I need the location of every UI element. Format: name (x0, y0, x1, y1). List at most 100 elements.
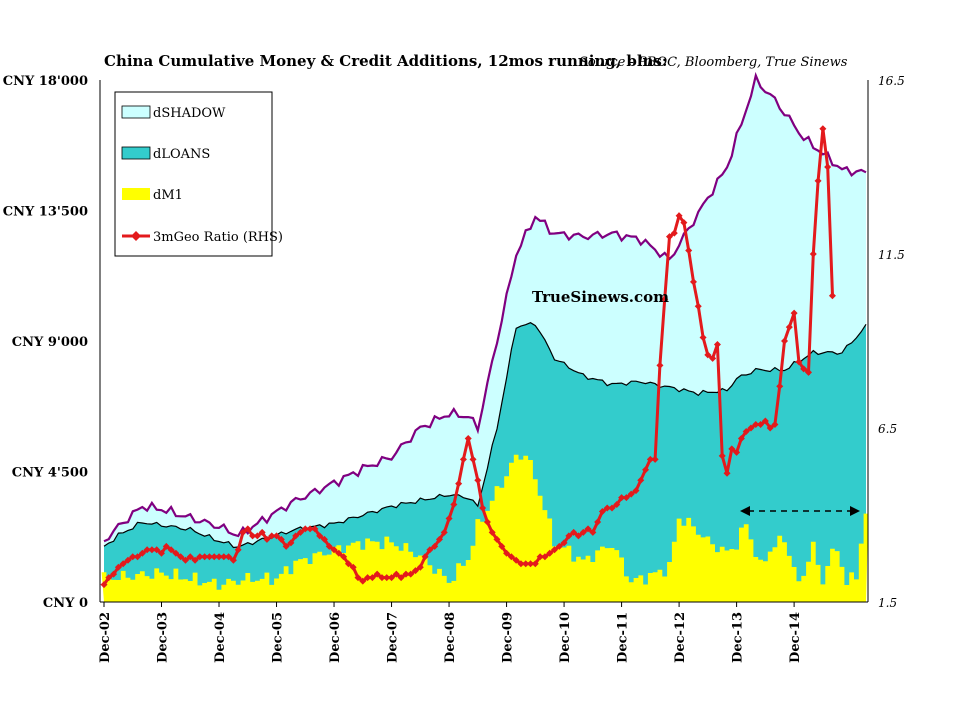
ratio-point (474, 476, 482, 484)
ratio-point (239, 528, 247, 536)
ratio-point (560, 539, 568, 547)
plot-area (101, 71, 869, 602)
ratio-point (330, 546, 338, 554)
ratio-point (608, 504, 616, 512)
ratio-point (191, 556, 199, 564)
ratio-point (661, 295, 669, 303)
ratio-point (378, 574, 386, 582)
ratio-point (570, 528, 578, 536)
ratio-point (258, 528, 266, 536)
x-tick-label: Dec-02 (98, 612, 113, 663)
ratio-point (225, 553, 233, 561)
ratio-point (488, 528, 496, 536)
ratio-point (234, 546, 242, 554)
ratio-point (359, 577, 367, 585)
ratio-point (589, 528, 597, 536)
ratio-point (752, 421, 760, 429)
ratio-point (373, 570, 381, 578)
legend: dSHADOW dLOANS dM1 3mGeo Ratio (RHS) (114, 91, 283, 257)
right-tick-label: 6.5 (878, 422, 897, 436)
ratio-point (340, 553, 348, 561)
ratio-point (119, 560, 127, 568)
ratio-markers (100, 125, 836, 589)
line-dloans-edge (103, 322, 867, 549)
ratio-point (407, 570, 415, 578)
x-tick-label: Dec-10 (558, 612, 573, 663)
legend-label-dm1: dM1 (153, 188, 183, 203)
ratio-point (273, 532, 281, 540)
legend-swatch-dshadow (121, 105, 151, 119)
ratio-point (503, 549, 511, 557)
x-tick-label: Dec-07 (386, 612, 401, 663)
ratio-point (244, 525, 252, 533)
legend-item-dloans: dLOANS (121, 146, 210, 162)
ratio-point (215, 553, 223, 561)
ratio-point (177, 553, 185, 561)
x-axis-ticks: Dec-02 Dec-03 Dec-04 Dec-05 Dec-06 Dec-07 Dec-… (98, 602, 803, 663)
ratio-point (718, 452, 726, 460)
watermark-text: TrueSinews.com (532, 288, 669, 306)
ratio-point (440, 528, 448, 536)
ratio-point (301, 525, 309, 533)
right-tick-label: 1.5 (878, 596, 897, 610)
ratio-point (364, 574, 372, 582)
ratio-point (613, 501, 621, 509)
ratio-point (757, 421, 765, 429)
legend-label-dloans: dLOANS (153, 147, 210, 162)
ratio-point (656, 361, 664, 369)
ratio-point (148, 546, 156, 554)
x-tick-label: Dec-08 (443, 612, 458, 663)
ratio-point (522, 560, 530, 568)
ratio-point (527, 560, 535, 568)
ratio-point (138, 549, 146, 557)
ratio-point (421, 553, 429, 561)
ratio-point (685, 247, 693, 255)
x-tick-label: Dec-14 (788, 612, 803, 663)
ratio-point (651, 455, 659, 463)
ratio-point (431, 542, 439, 550)
ratio-point (603, 504, 611, 512)
x-tick-label: Dec-06 (328, 612, 343, 663)
ratio-point (493, 535, 501, 543)
ratio-point (455, 480, 463, 488)
ratio-point (766, 424, 774, 432)
legend-label-dshadow: dSHADOW (153, 106, 226, 121)
left-tick-label: CNY 13'500 (3, 205, 88, 220)
ratio-point (483, 518, 491, 526)
ratio-point (124, 556, 132, 564)
area-dloans (104, 322, 866, 602)
ratio-point (728, 445, 736, 453)
ratio-point (134, 553, 142, 561)
ratio-point (114, 563, 122, 571)
ratio-point (828, 292, 836, 300)
ratio-point (541, 553, 549, 561)
ratio-point (388, 574, 396, 582)
ratio-point (105, 574, 113, 582)
chart-subtitle: Source - PBOC, Bloomberg, True Sinews (579, 55, 848, 70)
ratio-point (320, 535, 328, 543)
ratio-point (268, 532, 276, 540)
ratio-point (306, 525, 314, 533)
ratio-point (354, 574, 362, 582)
ratio-point (335, 549, 343, 557)
ratio-point (742, 427, 750, 435)
ratio-point (747, 424, 755, 432)
x-tick-label: Dec-05 (271, 612, 286, 663)
ratio-point (464, 434, 472, 442)
ratio-point (761, 417, 769, 425)
ratio-point (249, 532, 257, 540)
ratio-point (412, 567, 420, 575)
ratio-point (800, 365, 808, 373)
ratio-point (713, 340, 721, 348)
x-tick-label: Dec-03 (156, 612, 171, 663)
ratio-point (201, 553, 209, 561)
legend-item-dshadow: dSHADOW (121, 105, 226, 121)
ratio-point (689, 278, 697, 286)
ratio-point (670, 229, 678, 237)
ratio-point (737, 434, 745, 442)
annotation-arrow (740, 506, 860, 516)
ratio-point (210, 553, 218, 561)
ratio-point (632, 487, 640, 495)
ratio-point (397, 574, 405, 582)
ratio-point (814, 177, 822, 185)
